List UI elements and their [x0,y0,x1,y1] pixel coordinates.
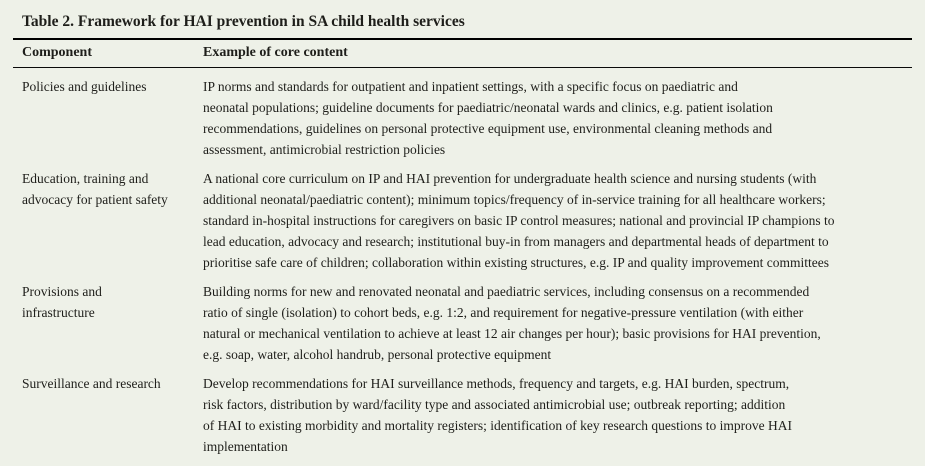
table-row-surveillance: Surveillance and research Develop recomm… [13,365,912,457]
title-rule [13,38,912,40]
component-cell: Education, training and advocacy for pat… [22,171,168,207]
table-row-policies: Policies and guidelines IP norms and sta… [13,68,912,160]
content-cell: Develop recommendations for HAI surveill… [203,376,792,454]
header-rule [13,67,912,68]
component-cell: Surveillance and research [22,376,161,391]
content-cell: Building norms for new and renovated neo… [203,284,821,362]
content-cell: IP norms and standards for outpatient an… [203,79,773,157]
table-header-row: Component Example of core content [13,40,912,67]
component-cell: Provisions and infrastructure [22,284,102,320]
table-row-education: Education, training and advocacy for pat… [13,160,912,273]
table-title: Table 2. Framework for HAI prevention in… [22,13,465,30]
framework-table: Table 2. Framework for HAI prevention in… [13,12,912,457]
content-cell: A national core curriculum on IP and HAI… [203,171,835,270]
header-example-of-core-content: Example of core content [203,45,348,60]
header-component: Component [22,45,93,60]
table-row-provisions: Provisions and infrastructure Building n… [13,273,912,365]
component-cell: Policies and guidelines [22,79,147,94]
